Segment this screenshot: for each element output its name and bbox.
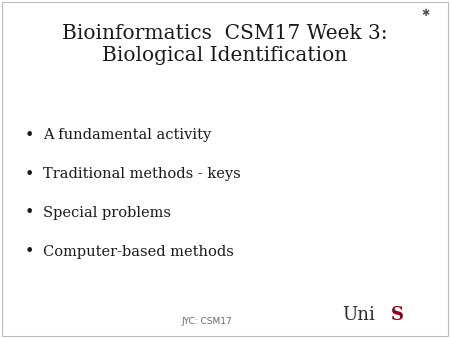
Text: JYC: CSM17: JYC: CSM17 — [182, 317, 232, 326]
Text: Special problems: Special problems — [43, 206, 171, 220]
Text: Computer-based methods: Computer-based methods — [43, 245, 234, 259]
Text: ✱: ✱ — [421, 8, 429, 19]
Text: •: • — [25, 166, 34, 183]
Text: Bioinformatics  CSM17 Week 3:
Biological Identification: Bioinformatics CSM17 Week 3: Biological … — [62, 24, 388, 66]
Text: •: • — [25, 127, 34, 144]
Text: Traditional methods - keys: Traditional methods - keys — [43, 167, 240, 181]
Text: S: S — [391, 307, 404, 324]
Text: •: • — [25, 204, 34, 221]
Text: •: • — [25, 243, 34, 260]
Text: A fundamental activity: A fundamental activity — [43, 128, 211, 142]
Text: Uni: Uni — [342, 307, 375, 324]
